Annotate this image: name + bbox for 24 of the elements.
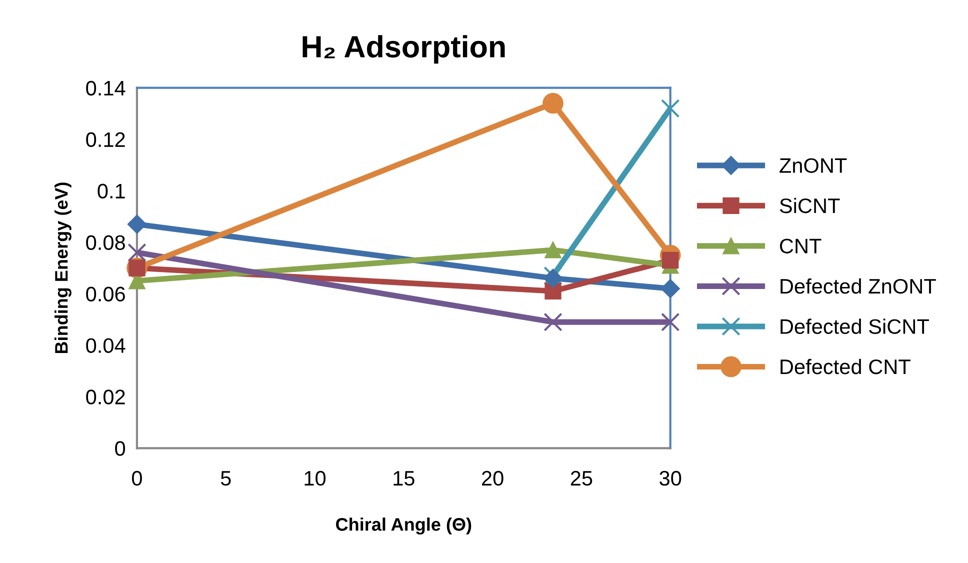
- legend-label: Defected SiCNT: [780, 318, 929, 334]
- y-tick-label: 0.06: [86, 286, 125, 302]
- x-tick-label: 30: [660, 470, 682, 486]
- x-tick-label: 0: [132, 470, 142, 486]
- y-tick-label: 0.1: [98, 184, 125, 199]
- y-axis-title: Binding Energy (eV): [54, 182, 72, 354]
- y-tick-label: 0.12: [86, 132, 125, 148]
- y-tick-label: 0.14: [86, 80, 126, 96]
- x-tick-label: 10: [304, 470, 326, 486]
- x-axis-title: Chiral Angle (Θ): [336, 518, 472, 534]
- y-tick-label: 0.02: [86, 390, 125, 404]
- y-tick-label: 0: [115, 441, 126, 456]
- x-tick-label: 15: [394, 471, 414, 486]
- legend-label: Defected ZnONT: [780, 278, 936, 294]
- chart-title: H₂ Adsorption: [302, 35, 505, 64]
- legend-label: CNT: [780, 238, 822, 254]
- y-tick-label: 0.08: [86, 235, 125, 250]
- y-tick-label: 0.04: [86, 338, 126, 353]
- x-tick-label: 5: [220, 471, 231, 486]
- legend-label: SiCNT: [780, 198, 840, 214]
- legend-label: Defected CNT: [780, 358, 910, 374]
- x-tick-label: 20: [482, 470, 504, 486]
- x-tick-label: 25: [570, 470, 592, 486]
- legend-label: ZnONT: [780, 158, 847, 173]
